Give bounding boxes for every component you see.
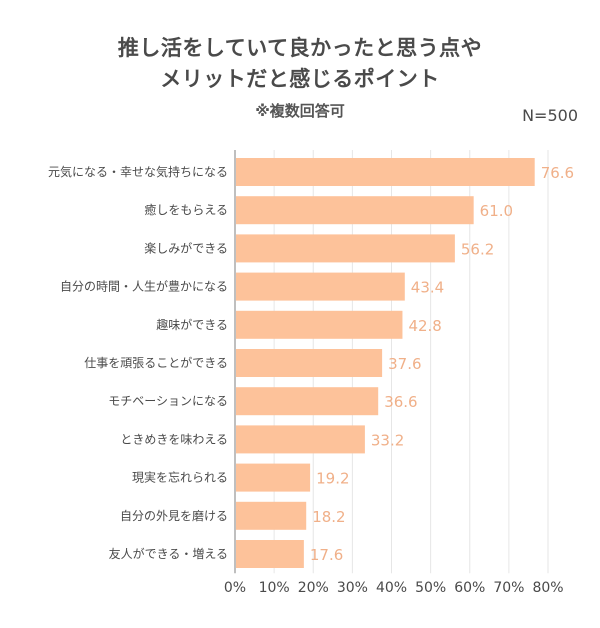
- bar: [236, 158, 535, 186]
- sample-size-label: N=500: [522, 106, 578, 125]
- category-label: ときめきを味わえる: [120, 432, 228, 446]
- value-label: 19.2: [316, 470, 349, 488]
- category-label: 自分の時間・人生が豊かになる: [60, 279, 228, 294]
- bar: [236, 310, 403, 339]
- value-label: 56.2: [461, 240, 494, 258]
- bar: [236, 425, 365, 454]
- x-tick-label: 30%: [337, 580, 368, 596]
- value-labels: 76.6 61.0 56.2 43.4 42.8 37.6 36.6 33.2 19.2 18.2…: [310, 164, 574, 564]
- bars: [236, 158, 535, 568]
- x-tick-label: 10%: [259, 580, 290, 596]
- bar: [236, 349, 383, 377]
- x-tick-label: 20%: [298, 580, 329, 596]
- bar: [236, 272, 405, 301]
- bar: [236, 196, 474, 225]
- x-tick-label: 0%: [224, 580, 246, 596]
- category-label: 元気になる・幸せな気持ちになる: [48, 164, 228, 179]
- bar: [236, 501, 307, 530]
- category-label: 友人ができる・増える: [109, 546, 228, 561]
- chart-title-line1: 推し活をしていて良かったと思う点や: [117, 36, 483, 60]
- category-label: 趣味ができる: [156, 317, 228, 332]
- category-labels: 元気になる・幸せな気持ちになる癒しをもらえる楽しみができる自分の時間・人生が豊か…: [48, 164, 228, 561]
- value-label: 18.2: [312, 508, 345, 526]
- bar: [236, 234, 455, 263]
- category-label: 癒しをもらえる: [144, 202, 228, 217]
- category-label: 仕事を頑張ることができる: [84, 355, 228, 370]
- bar: [236, 387, 379, 416]
- value-label: 37.6: [388, 355, 421, 373]
- x-axis-ticks: 0% 10% 20% 30% 40% 50% 60% 70% 80%: [224, 580, 564, 596]
- x-tick-label: 40%: [376, 580, 407, 596]
- value-label: 43.4: [411, 279, 444, 297]
- bar: [236, 463, 311, 492]
- value-label: 42.8: [408, 317, 441, 335]
- value-label: 61.0: [480, 202, 513, 220]
- bar: [236, 540, 304, 568]
- x-tick-label: 50%: [415, 580, 446, 596]
- value-label: 76.6: [541, 164, 574, 182]
- x-tick-label: 80%: [532, 580, 563, 596]
- chart-title-line2: メリットだと感じるポイント: [160, 67, 440, 91]
- chart-subtitle: ※複数回答可: [255, 102, 345, 120]
- value-label: 33.2: [371, 431, 404, 449]
- category-label: モチベーションになる: [108, 394, 228, 408]
- category-label: 自分の外見を磨ける: [120, 509, 228, 523]
- value-label: 17.6: [310, 546, 343, 564]
- x-tick-label: 60%: [454, 580, 485, 596]
- category-label: 楽しみができる: [144, 240, 228, 255]
- value-label: 36.6: [384, 393, 417, 411]
- x-tick-label: 70%: [493, 580, 524, 596]
- category-label: 現実を忘れられる: [132, 470, 228, 485]
